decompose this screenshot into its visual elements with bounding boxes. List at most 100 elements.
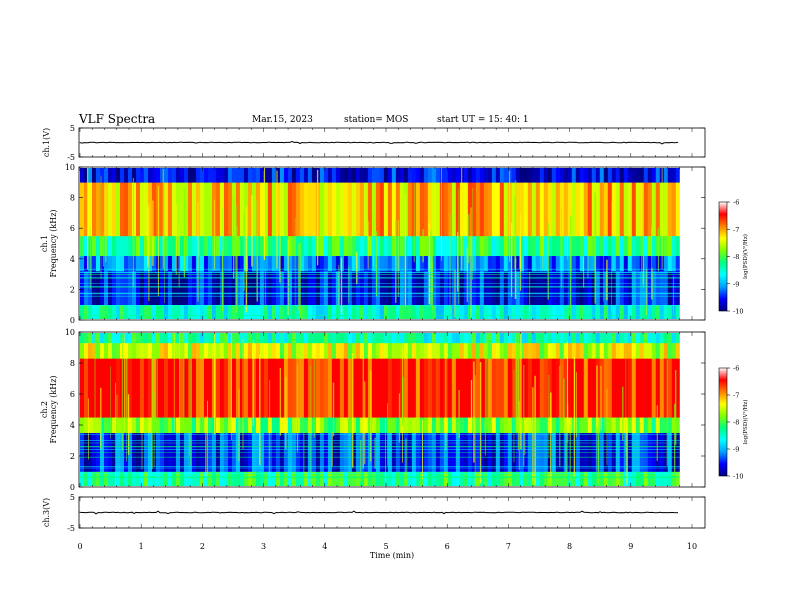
spectrogram-cell bbox=[135, 304, 141, 319]
spectrogram-cell bbox=[627, 255, 633, 272]
spectrogram-cell bbox=[455, 417, 461, 434]
spectrogram-cell bbox=[647, 333, 653, 344]
spectrogram-cell bbox=[119, 168, 125, 183]
spectrogram-cell bbox=[647, 271, 653, 305]
spectrogram-cell bbox=[99, 168, 105, 183]
spectrogram-cell bbox=[255, 342, 261, 359]
spectrogram-cell bbox=[179, 271, 185, 305]
spectrogram-cell bbox=[527, 342, 533, 359]
spectrogram-cell bbox=[475, 235, 481, 257]
spectrogram-cell bbox=[503, 471, 509, 486]
spectrogram-cell bbox=[271, 182, 277, 237]
spectrogram-cell bbox=[559, 358, 565, 418]
spectrogram-cell bbox=[227, 304, 233, 319]
spectrogram-cell bbox=[511, 235, 517, 257]
spectrogram-cell bbox=[135, 271, 141, 305]
spectrogram-cell bbox=[439, 168, 445, 183]
spectrogram-cell bbox=[415, 271, 421, 305]
spectrogram-cell bbox=[88, 304, 93, 319]
spectrogram-cell bbox=[80, 358, 85, 418]
spectrogram-cell bbox=[651, 182, 657, 237]
spectrogram-cell bbox=[407, 271, 413, 305]
spectrogram-cell bbox=[199, 342, 205, 359]
spectrogram-cell bbox=[311, 182, 317, 237]
spectrogram-cell bbox=[199, 255, 205, 272]
spectrogram-cell bbox=[80, 471, 85, 486]
colorbar-tick-label: -8 bbox=[733, 419, 739, 427]
spectrogram-cell bbox=[531, 304, 537, 319]
spectrogram-cell bbox=[135, 182, 141, 237]
spectrogram-cell bbox=[391, 358, 397, 418]
spectrogram-cell bbox=[527, 168, 533, 183]
spectrogram-cell bbox=[431, 182, 437, 237]
spectrogram-cell bbox=[231, 304, 237, 319]
spectrogram-cell bbox=[639, 342, 645, 359]
spectrogram-cell bbox=[535, 182, 541, 237]
spectrogram-cell bbox=[195, 304, 201, 319]
spectrogram-cell bbox=[351, 342, 357, 359]
spectrogram-cell bbox=[479, 235, 485, 257]
spectrogram-cell bbox=[579, 235, 585, 257]
spectrogram-cell bbox=[475, 417, 481, 434]
spectrogram-cell bbox=[447, 168, 453, 183]
spectrogram-cell bbox=[347, 358, 353, 418]
spectrogram-cell bbox=[555, 255, 561, 272]
spectrogram-cell bbox=[95, 235, 101, 257]
spectrogram-cell bbox=[423, 182, 429, 237]
spectrogram-cell bbox=[235, 342, 241, 359]
spectrogram-cell bbox=[355, 471, 361, 486]
spectrogram-cell bbox=[627, 235, 633, 257]
spectrogram-cell bbox=[579, 182, 585, 237]
x-tick-label: 10 bbox=[687, 542, 697, 551]
spectrogram-cell bbox=[191, 358, 197, 418]
spectrogram-cell bbox=[107, 333, 113, 344]
spectrogram-cell bbox=[627, 417, 633, 434]
spectrogram-cell bbox=[607, 333, 613, 344]
spectrogram-cell bbox=[555, 358, 561, 418]
spectrogram-cell bbox=[203, 358, 209, 418]
spectrogram-cell bbox=[667, 304, 673, 319]
spectrogram-cell bbox=[287, 235, 293, 257]
spectrogram-cell bbox=[275, 358, 281, 418]
spectrogram-cell bbox=[631, 342, 637, 359]
spectrogram-cell bbox=[275, 168, 281, 183]
spectrogram-cell bbox=[319, 304, 325, 319]
spectrogram-cell bbox=[567, 342, 573, 359]
spectrogram-cell bbox=[527, 182, 533, 237]
spectrogram-cell bbox=[335, 471, 341, 486]
spectrogram-cell bbox=[567, 182, 573, 237]
spectrogram-cell bbox=[155, 342, 161, 359]
spectrogram-cell bbox=[92, 255, 97, 272]
spectrogram-cell bbox=[95, 182, 101, 237]
spectrogram-cell bbox=[587, 342, 593, 359]
spectrogram-cell bbox=[283, 182, 289, 237]
spectrogram-cell bbox=[115, 255, 121, 272]
spectrogram-cell bbox=[615, 255, 621, 272]
spectrogram-cell bbox=[259, 342, 265, 359]
spectrogram-cell bbox=[183, 304, 189, 319]
spectrogram-cell bbox=[487, 417, 493, 434]
spectrogram-cell bbox=[555, 417, 561, 434]
spectrogram-cell bbox=[88, 358, 93, 418]
spectrogram-cell bbox=[187, 333, 193, 344]
spectrogram-cell bbox=[271, 304, 277, 319]
spectrogram-cell bbox=[435, 271, 441, 305]
spectrogram-cell bbox=[455, 333, 461, 344]
spectrogram-cell bbox=[407, 417, 413, 434]
spectrogram-cell bbox=[163, 255, 169, 272]
spectrogram-cell bbox=[511, 271, 517, 305]
spectrogram-cell bbox=[487, 333, 493, 344]
spectrogram-cell bbox=[159, 417, 165, 434]
spectrogram-cell bbox=[179, 358, 185, 418]
spectrogram-cell bbox=[579, 255, 585, 272]
spectrogram-cell bbox=[635, 182, 641, 237]
y-tick-label: 5 bbox=[70, 124, 75, 133]
spectrogram-cell bbox=[111, 271, 117, 305]
spectrogram-cell bbox=[555, 182, 561, 237]
spectrogram-cell bbox=[383, 342, 389, 359]
spectrogram-cell bbox=[151, 182, 157, 237]
spectrogram-cell bbox=[371, 358, 377, 418]
spectrogram-cell bbox=[639, 358, 645, 418]
